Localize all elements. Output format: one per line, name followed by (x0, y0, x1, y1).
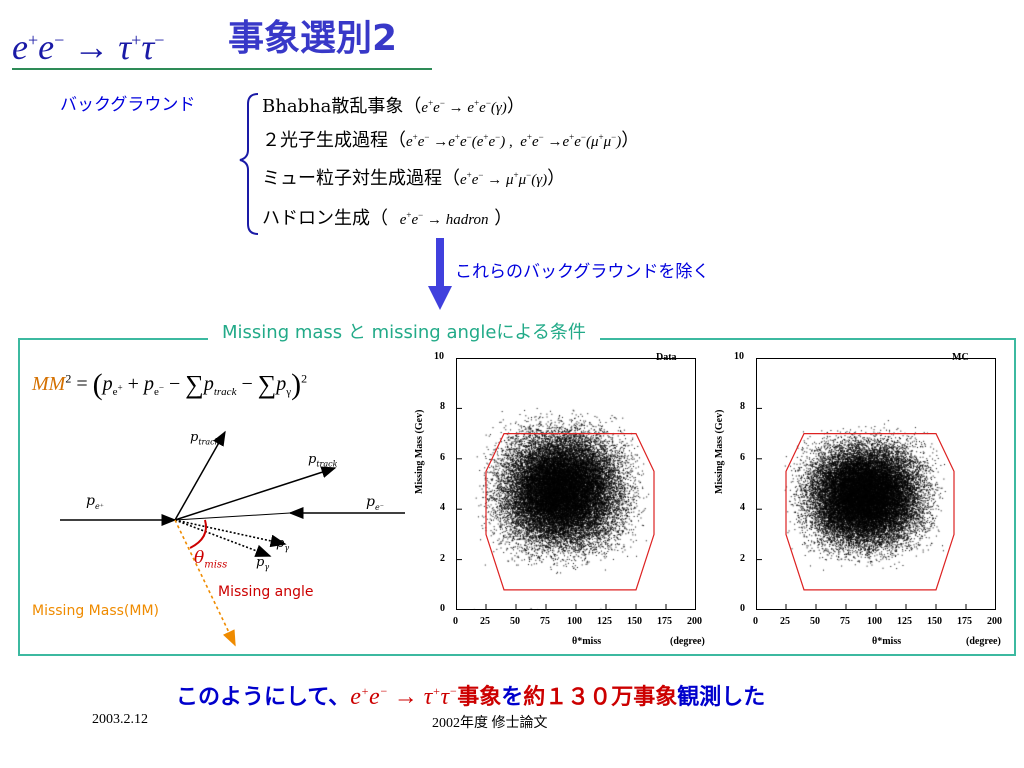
x-tick-label: 0 (753, 616, 758, 627)
cut-region-polygon (485, 432, 655, 591)
plot-data-frame (456, 358, 696, 610)
plot-mc: MC Missing Mass (Gev) 0 2 4 6 8 10 0 25 50 75 100… (712, 351, 1012, 654)
plot-data-ylabel: Missing Mass (Gev) (414, 409, 425, 494)
y-tick-label: 2 (440, 552, 445, 564)
y-tick-label: 10 (734, 351, 744, 362)
background-item-hadron: ハドロン生成（ e+e− → hadron ） (262, 208, 513, 229)
p-eplus-label: pe⁺ (86, 493, 104, 511)
p-gamma-label-2: pγ (256, 555, 270, 572)
x-tick-label: 75 (840, 616, 850, 627)
theta-miss-label: θmiss (194, 548, 228, 571)
missing-mass-formula: MM2 = (pe+ + pe− − ∑ptrack − ∑pγ)2 (32, 368, 308, 401)
x-tick-label: 175 (657, 616, 672, 627)
muon-pair-label: ミュー粒子対生成過程 (262, 168, 442, 189)
plot-data: Data Missing Mass (Gev) 0 2 4 6 8 10 0 25 50 75 1… (412, 351, 712, 654)
x-tick-label: 150 (927, 616, 942, 627)
plot-data-cut (456, 358, 696, 610)
conclusion-event: 事象 (457, 685, 502, 710)
y-tick-label: 6 (440, 451, 445, 463)
muon-pair-process: e+e− → μ+μ−(γ) (460, 170, 548, 188)
y-tick-label: 4 (440, 502, 445, 514)
x-tick-label: 75 (540, 616, 550, 627)
title-underline (12, 68, 432, 70)
p-track-label-1: ptrack (190, 430, 220, 447)
page-title: 事象選別2 (228, 18, 398, 59)
conclusion: このようにして、e+e− → τ+τ−事象を約１３０万事象観測した (176, 676, 765, 713)
plot-data-title: Data (656, 352, 677, 363)
y-tick-label: 6 (740, 451, 745, 463)
y-tick-label: 10 (434, 351, 444, 362)
p-track-label-2: ptrack (308, 452, 338, 469)
y-tick-label: 8 (440, 401, 445, 413)
p-gamma-label-1: pγ (276, 536, 290, 553)
x-tick-label: 200 (687, 616, 702, 627)
plot-mc-xlabel: θ*miss (872, 636, 902, 647)
plot-mc-cut (756, 358, 996, 610)
background-label: バックグラウンド (60, 95, 196, 115)
p-eminus-label: pe⁻ (366, 494, 384, 512)
y-tick-label: 2 (740, 552, 745, 564)
brace-icon (239, 93, 259, 235)
x-tick-label: 50 (810, 616, 820, 627)
conditions-title: Missing mass と missing angleによる条件 (208, 320, 600, 346)
missing-angle-label: Missing angle (218, 584, 314, 600)
x-tick-label: 0 (453, 616, 458, 627)
photon-1 (174, 519, 287, 548)
x-tick-label: 125 (597, 616, 612, 627)
x-tick-label: 175 (957, 616, 972, 627)
plot-mc-ylabel: Missing Mass (Gev) (714, 409, 725, 494)
track-2 (174, 466, 337, 521)
x-tick-label: 150 (627, 616, 642, 627)
theta-arc (189, 519, 207, 549)
conclusion-particle: を (501, 685, 524, 710)
conclusion-count: 約１３０万事象 (523, 685, 678, 710)
bhabha-process: e+e− → e+e−(γ) (421, 98, 507, 116)
plot-mc-xunit: (degree) (966, 636, 1001, 647)
conclusion-prefix: このようにして、 (176, 685, 351, 710)
x-tick-label: 25 (780, 616, 790, 627)
footer-text: 2002年度 修士論文 (432, 716, 548, 731)
x-tick-label: 100 (567, 616, 582, 627)
missing-mass-label: Missing Mass(MM) (32, 603, 159, 619)
title-reaction: e+e− → τ+τ− (12, 27, 165, 67)
footer-date: 2003.2.12 (92, 712, 148, 727)
two-photon-process: e+e− →e+e−(e+e−) , e+e− →e+e−(μ+μ−) (406, 132, 622, 150)
missing-momentum (174, 519, 236, 647)
hadron-process: e+e− → hadron (399, 210, 489, 228)
y-tick-label: 4 (740, 502, 745, 514)
x-tick-label: 125 (897, 616, 912, 627)
x-tick-label: 50 (510, 616, 520, 627)
background-item-muon-pair: ミュー粒子対生成過程（e+e− → μ+μ−(γ)） (262, 168, 566, 189)
x-tick-label: 25 (480, 616, 490, 627)
bhabha-label: Bhabha散乱事象 (262, 96, 404, 117)
two-photon-label: ２光子生成過程 (262, 130, 388, 151)
plot-data-xlabel: θ*miss (572, 636, 602, 647)
photon-2 (174, 519, 272, 557)
x-tick-label: 200 (987, 616, 1002, 627)
plot-mc-title: MC (952, 352, 969, 363)
y-tick-label: 8 (740, 401, 745, 413)
removal-note: これらのバックグラウンドを除く (455, 262, 710, 282)
background-item-two-photon: ２光子生成過程（e+e− →e+e−(e+e−) , e+e− →e+e−(μ+… (262, 130, 640, 151)
hadron-label: ハドロン生成 (262, 208, 370, 229)
conclusion-verb: 観測した (677, 685, 766, 710)
down-arrow-icon (428, 238, 452, 310)
conclusion-reaction: e+e− → τ+τ− (350, 684, 458, 710)
track-1 (174, 430, 226, 521)
y-tick-label: 0 (440, 603, 445, 614)
kinematics-diagram (60, 430, 405, 647)
y-tick-label: 0 (740, 603, 745, 614)
background-item-bhabha: Bhabha散乱事象（e+e− → e+e−(γ)） (262, 96, 525, 117)
cut-region-polygon (785, 432, 955, 591)
plot-data-xunit: (degree) (670, 636, 705, 647)
x-tick-label: 100 (867, 616, 882, 627)
